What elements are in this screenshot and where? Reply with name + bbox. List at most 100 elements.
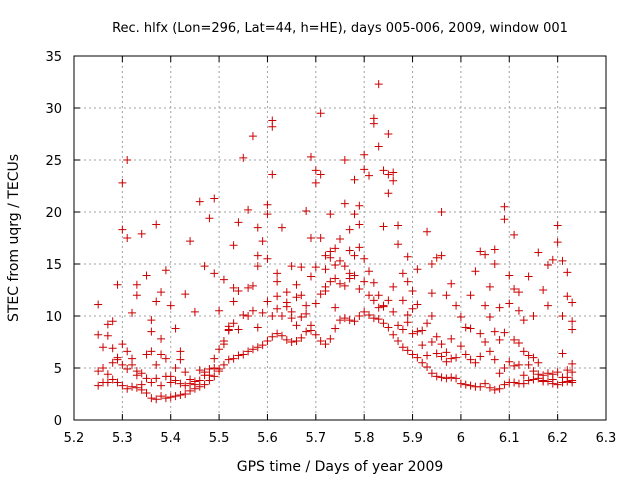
- data-point: [157, 392, 166, 401]
- data-point: [534, 248, 543, 257]
- data-point: [132, 383, 141, 392]
- data-point: [229, 319, 238, 328]
- data-point: [94, 367, 103, 376]
- data-point: [118, 225, 127, 234]
- data-point: [340, 262, 349, 271]
- data-point: [374, 142, 383, 151]
- data-point: [176, 347, 185, 356]
- data-point: [500, 215, 509, 224]
- data-point: [548, 375, 557, 384]
- data-point: [514, 360, 523, 369]
- data-point: [423, 227, 432, 236]
- data-point: [326, 334, 335, 343]
- data-point: [108, 375, 117, 384]
- data-point: [234, 351, 243, 360]
- data-point: [210, 354, 219, 363]
- y-tick-labels: 0 5 10 15 20 25 30 35: [45, 50, 62, 429]
- x-tick-label: 5.5: [209, 431, 230, 446]
- data-point: [408, 350, 417, 359]
- data-point: [331, 303, 340, 312]
- data-point: [219, 340, 228, 349]
- y-tick-label: 15: [45, 258, 62, 273]
- data-point: [350, 175, 359, 184]
- data-point: [321, 251, 330, 260]
- data-point: [253, 343, 262, 352]
- data-point: [365, 267, 374, 276]
- data-point: [248, 306, 257, 315]
- data-point: [340, 281, 349, 290]
- data-point: [394, 336, 403, 345]
- data-point: [510, 230, 519, 239]
- x-tick-labels: 5.2 5.3 5.4 5.5 5.6 5.7 5.8 5.9 6 6.1 6.2 6.3: [64, 431, 617, 446]
- data-point: [137, 369, 146, 378]
- data-point: [447, 354, 456, 363]
- data-point: [263, 254, 272, 263]
- data-point: [268, 122, 277, 131]
- x-tick-label: 6.3: [596, 431, 617, 446]
- data-point: [166, 393, 175, 402]
- data-point: [224, 355, 233, 364]
- data-point: [355, 220, 364, 229]
- data-point: [287, 338, 296, 346]
- data-point: [452, 353, 461, 362]
- data-point: [297, 291, 306, 300]
- data-point: [306, 152, 315, 161]
- data-point: [244, 347, 253, 356]
- data-point: [123, 234, 132, 242]
- x-tick-label: 5.9: [402, 431, 423, 446]
- data-point: [427, 369, 436, 378]
- data-point: [355, 243, 364, 252]
- data-point: [476, 247, 485, 256]
- data-point: [239, 310, 248, 319]
- data-point: [350, 317, 359, 326]
- data-point: [99, 364, 108, 372]
- data-point: [529, 367, 538, 376]
- data-point: [316, 290, 325, 299]
- data-point: [113, 355, 122, 364]
- data-point: [171, 324, 180, 333]
- data-point: [171, 392, 180, 401]
- data-point: [195, 197, 204, 206]
- data-point: [306, 234, 315, 242]
- data-point: [481, 301, 490, 310]
- data-point: [287, 262, 296, 271]
- data-point: [471, 267, 480, 276]
- data-point: [244, 205, 253, 214]
- data-point: [152, 360, 161, 369]
- data-point: [157, 334, 166, 343]
- data-point: [181, 390, 190, 398]
- data-point: [244, 283, 253, 292]
- data-point: [568, 298, 577, 307]
- data-point: [534, 358, 543, 367]
- data-point: [157, 350, 166, 359]
- data-point: [200, 380, 209, 389]
- data-point: [215, 306, 224, 315]
- data-point: [103, 370, 112, 379]
- data-point: [427, 338, 436, 346]
- data-point: [466, 324, 475, 333]
- data-point: [519, 347, 528, 356]
- data-point: [350, 251, 359, 260]
- data-point: [244, 312, 253, 320]
- data-point: [268, 312, 277, 320]
- data-point: [379, 222, 388, 231]
- data-point: [273, 304, 282, 313]
- data-point: [166, 378, 175, 387]
- data-point: [553, 368, 562, 377]
- data-point: [495, 384, 504, 393]
- data-point: [456, 313, 465, 322]
- data-point: [374, 80, 383, 89]
- data-point: [277, 312, 286, 320]
- data-point: [118, 340, 127, 349]
- y-tick-label: 10: [45, 310, 62, 325]
- data-point: [229, 283, 238, 292]
- data-point: [437, 340, 446, 349]
- data-point: [481, 379, 490, 388]
- data-point: [248, 281, 257, 290]
- data-point: [519, 316, 528, 325]
- data-point: [331, 261, 340, 270]
- data-point: [137, 229, 146, 238]
- data-point: [355, 201, 364, 210]
- data-point: [234, 218, 243, 227]
- data-point: [258, 308, 267, 317]
